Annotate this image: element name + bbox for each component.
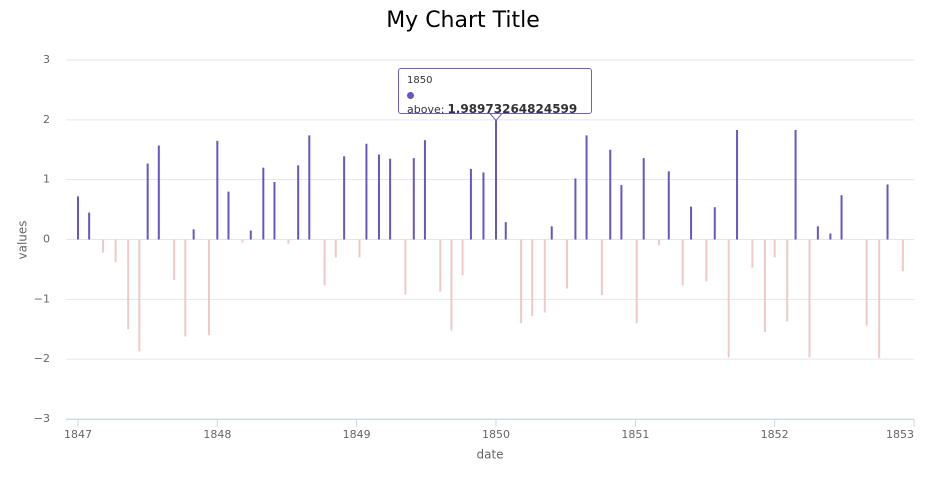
bar [365, 143, 368, 240]
bar [482, 172, 485, 240]
bar [358, 239, 361, 258]
tooltip-pointer [489, 113, 503, 122]
x-tick-label: 1849 [343, 428, 371, 441]
bar [173, 239, 176, 281]
bar [658, 239, 661, 246]
bar [681, 239, 684, 286]
bar [216, 140, 219, 240]
y-tick-label: 2 [43, 113, 50, 126]
bar [816, 226, 819, 240]
tooltip-marker [407, 92, 414, 99]
bar [751, 239, 754, 268]
y-tick-label: −1 [34, 292, 50, 305]
bar [763, 239, 766, 333]
bar [249, 230, 252, 240]
x-tick-label: 1848 [203, 428, 231, 441]
x-axis-label: date [476, 448, 503, 462]
bar [642, 158, 645, 240]
bar [786, 239, 789, 322]
y-tick-label: 0 [43, 233, 50, 246]
bar [829, 233, 832, 240]
bar [102, 239, 105, 253]
bar [262, 167, 265, 240]
tooltip-header: 1850 [407, 75, 433, 86]
bar [713, 207, 716, 240]
bar [878, 239, 881, 358]
tooltip-value: 1.98973264824599 [447, 102, 578, 116]
y-axis-label: values [16, 220, 30, 259]
bar [308, 135, 311, 240]
bar [138, 239, 141, 352]
bar [334, 239, 337, 258]
bar [404, 239, 407, 295]
bar [412, 158, 415, 240]
bar [504, 222, 507, 240]
x-tick-label: 1853 [886, 428, 914, 441]
bar [901, 239, 904, 272]
bar [840, 195, 843, 240]
bar [886, 184, 889, 240]
x-tick-label: 1851 [621, 428, 649, 441]
bar [77, 196, 79, 240]
x-tick-label: 1847 [64, 428, 92, 441]
bar [439, 239, 442, 292]
bar [635, 239, 638, 324]
bar [114, 239, 117, 263]
bar [323, 239, 326, 286]
bar [808, 239, 811, 358]
bar [600, 239, 603, 296]
bar [389, 158, 392, 240]
y-tick-label: 1 [43, 173, 50, 186]
bar [705, 239, 708, 282]
bar [469, 168, 472, 240]
bar [157, 145, 160, 240]
bar [146, 163, 149, 240]
bar [207, 239, 210, 336]
bar [727, 239, 730, 358]
bar [736, 130, 739, 240]
bar [227, 191, 230, 240]
tooltip-series: above [407, 103, 444, 116]
bar [574, 178, 577, 240]
bar [423, 140, 426, 240]
bar [184, 239, 187, 337]
bar [495, 120, 497, 240]
chart-title: My Chart Title [386, 8, 540, 33]
bar [88, 212, 91, 240]
bar [620, 185, 623, 240]
bar [287, 239, 290, 244]
bar [127, 239, 130, 330]
bar [461, 239, 464, 276]
bar [520, 239, 523, 324]
bar [550, 226, 553, 240]
bar [667, 171, 670, 240]
bar [377, 154, 380, 240]
bar [450, 239, 453, 331]
bar [794, 130, 797, 240]
bar [566, 239, 569, 289]
bar [273, 182, 276, 240]
bar [297, 165, 300, 240]
bar [531, 239, 534, 317]
bar [773, 239, 776, 258]
y-tick-label: −3 [34, 412, 50, 425]
bar [192, 229, 195, 240]
x-tick-label: 1852 [761, 428, 789, 441]
x-tick-label: 1850 [482, 428, 510, 441]
bar [609, 149, 612, 240]
tooltip: 1850 above1.98973264824599 [398, 68, 592, 116]
bar [343, 156, 346, 240]
bar [543, 239, 546, 313]
bar [690, 206, 693, 240]
y-tick-label: 3 [43, 53, 50, 66]
bar [241, 239, 244, 243]
y-tick-label: −2 [34, 352, 50, 365]
bar [865, 239, 868, 326]
bar [585, 135, 588, 240]
